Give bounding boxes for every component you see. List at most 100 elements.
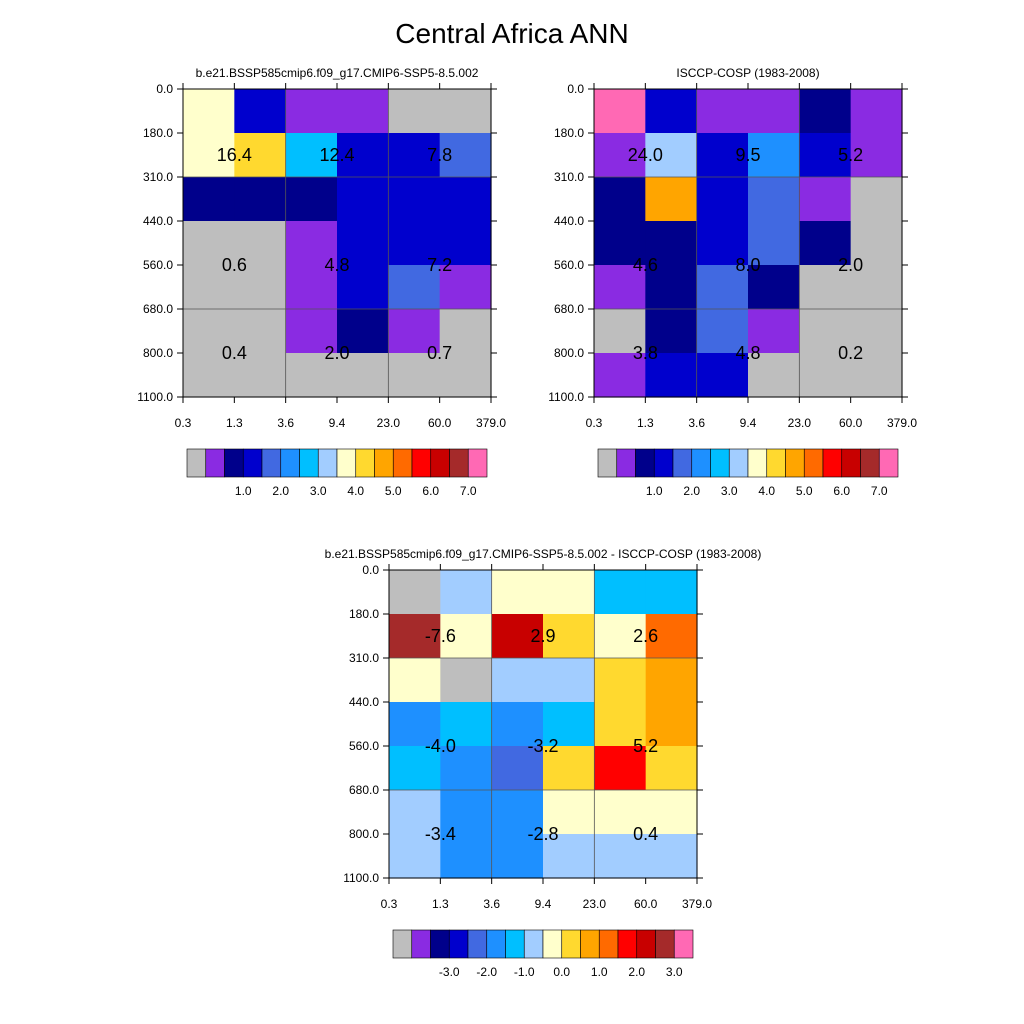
heatmap-cell	[594, 658, 647, 703]
heatmap-cell	[594, 570, 647, 615]
x-tick-label: 3.6	[483, 897, 500, 911]
heatmap-cell	[389, 614, 441, 659]
colorbar: -3.0 -2.0 -1.0 0.0 1.0 2.0 3.0	[392, 929, 694, 979]
block-value-label: 16.4	[217, 145, 252, 165]
colorbar-swatch	[224, 448, 244, 478]
colorbar-label: 0.0	[553, 965, 570, 979]
heatmap-cell	[799, 265, 852, 310]
heatmap-cell	[234, 177, 287, 222]
heatmap-cell	[439, 353, 492, 398]
y-tick-label: 0.0	[362, 563, 379, 577]
heatmap-cell	[645, 309, 698, 354]
colorbar-swatch	[523, 929, 544, 959]
block-value-label: 4.8	[735, 343, 760, 363]
colorbar-swatch	[280, 448, 300, 478]
y-tick-label: 560.0	[143, 258, 173, 272]
heatmap-cell	[234, 133, 287, 178]
heatmap-cell	[439, 309, 492, 354]
y-tick-label: 800.0	[349, 827, 379, 841]
x-tick-label: 23.0	[377, 416, 401, 430]
block-value-label: -3.4	[425, 824, 456, 844]
colorbar-swatch	[505, 929, 525, 959]
heatmap-panel-1: b.e21.BSSP585cmip6.f09_g17.CMIP6-SSP5-8.…	[137, 66, 506, 498]
y-tick-label: 440.0	[554, 214, 584, 228]
heatmap-cell	[594, 309, 646, 354]
heatmap-cell	[234, 353, 287, 398]
heatmap-cell	[645, 790, 698, 835]
colorbar-label: 5.0	[385, 484, 402, 498]
colorbar-label: 6.0	[422, 484, 439, 498]
heatmap-cell	[285, 177, 338, 222]
block-value-label: 7.2	[427, 255, 452, 275]
heatmap-cell	[594, 221, 646, 266]
y-tick-label: 310.0	[554, 170, 584, 184]
x-tick-label: 0.3	[175, 416, 192, 430]
colorbar-label: 4.0	[347, 484, 364, 498]
colorbar-label: 1.0	[591, 965, 608, 979]
heatmap-cell	[594, 353, 646, 398]
colorbar-swatch	[561, 929, 581, 959]
y-tick-label: 560.0	[554, 258, 584, 272]
heatmap-cell	[748, 221, 800, 266]
heatmap-cell	[234, 221, 287, 266]
heatmap-cell	[389, 834, 441, 879]
heatmap-cell	[696, 221, 749, 266]
heatmap-cell	[799, 89, 852, 134]
block-value-label: 0.7	[427, 343, 452, 363]
heatmap-cell	[543, 790, 595, 835]
colorbar-swatch	[486, 929, 506, 959]
block-value-label: 0.2	[838, 343, 863, 363]
heatmap-cell	[645, 614, 698, 659]
heatmap-cell	[543, 702, 595, 747]
colorbar-swatch	[747, 448, 768, 478]
colorbar-swatch	[841, 448, 861, 478]
block-value-label: 8.0	[735, 255, 760, 275]
x-tick-label: 23.0	[788, 416, 812, 430]
heatmap-cell	[748, 353, 800, 398]
heatmap-cell	[337, 133, 389, 178]
colorbar-swatch	[374, 448, 394, 478]
heatmap-cell	[594, 177, 646, 222]
y-tick-label: 180.0	[143, 126, 173, 140]
y-tick-label: 310.0	[143, 170, 173, 184]
heatmap-cell	[645, 702, 698, 747]
panel-title: b.e21.BSSP585cmip6.f09_g17.CMIP6-SSP5-8.…	[196, 66, 479, 80]
colorbar-swatch	[336, 448, 357, 478]
heatmap-cell	[850, 89, 903, 134]
heatmap-cell	[285, 221, 338, 266]
colorbar-swatch	[878, 448, 899, 478]
heatmap-cell	[491, 570, 544, 615]
block-value-label: 12.4	[319, 145, 354, 165]
x-tick-label: 3.6	[277, 416, 294, 430]
colorbar-swatch	[766, 448, 786, 478]
colorbar-swatch	[636, 929, 656, 959]
heatmap-cell	[439, 265, 492, 310]
y-tick-label: 800.0	[143, 346, 173, 360]
colorbar-swatch	[672, 448, 693, 478]
x-tick-label: 60.0	[634, 897, 658, 911]
colorbar-swatch	[710, 448, 730, 478]
block-value-label: 5.2	[838, 145, 863, 165]
colorbar-swatch	[635, 448, 655, 478]
colorbar-swatch	[616, 448, 636, 478]
y-tick-label: 800.0	[554, 346, 584, 360]
heatmap-cell	[748, 309, 800, 354]
x-tick-label: 23.0	[583, 897, 607, 911]
y-tick-label: 310.0	[349, 651, 379, 665]
colorbar-swatch	[673, 929, 694, 959]
colorbar-label: -3.0	[439, 965, 460, 979]
y-tick-label: 680.0	[349, 783, 379, 797]
heatmap-cell	[439, 133, 492, 178]
heatmap-cell	[645, 177, 698, 222]
heatmap-cell	[389, 702, 441, 747]
heatmap-cell	[337, 309, 389, 354]
heatmap-cell	[594, 133, 646, 178]
heatmap-cell	[543, 570, 595, 615]
heatmap-cell	[234, 89, 287, 134]
x-tick-label: 379.0	[476, 416, 506, 430]
heatmap-cell	[543, 658, 595, 703]
heatmap-cell	[645, 221, 698, 266]
heatmap-cell	[696, 265, 749, 310]
block-value-label: 0.6	[222, 255, 247, 275]
heatmap-cell	[388, 221, 441, 266]
